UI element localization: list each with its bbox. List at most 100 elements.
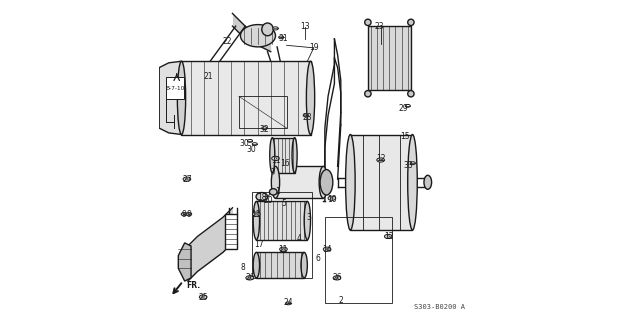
Ellipse shape xyxy=(380,159,382,161)
Text: 24: 24 xyxy=(283,298,293,307)
Text: 29: 29 xyxy=(398,104,408,113)
Ellipse shape xyxy=(304,201,310,240)
Text: S303-B0200 A: S303-B0200 A xyxy=(414,304,465,309)
Text: FR.: FR. xyxy=(186,281,201,290)
Ellipse shape xyxy=(252,143,257,146)
Ellipse shape xyxy=(274,158,276,159)
Text: 26: 26 xyxy=(333,273,343,282)
Ellipse shape xyxy=(324,247,331,251)
Ellipse shape xyxy=(246,276,254,280)
Text: B-7-10: B-7-10 xyxy=(165,86,185,91)
Ellipse shape xyxy=(377,158,385,162)
Bar xyxy=(252,192,312,278)
Text: 13: 13 xyxy=(300,22,310,31)
Text: 25: 25 xyxy=(198,292,208,301)
Text: 3: 3 xyxy=(306,213,311,222)
Ellipse shape xyxy=(199,295,207,299)
Text: 9: 9 xyxy=(187,210,191,219)
Ellipse shape xyxy=(285,302,290,305)
Ellipse shape xyxy=(319,166,327,198)
Ellipse shape xyxy=(387,236,390,237)
Ellipse shape xyxy=(252,212,260,216)
Bar xyxy=(239,96,287,128)
Bar xyxy=(256,252,304,278)
Text: 10: 10 xyxy=(327,195,337,204)
Bar xyxy=(368,26,411,90)
Ellipse shape xyxy=(424,175,432,189)
Text: 14: 14 xyxy=(322,245,333,254)
Ellipse shape xyxy=(253,201,259,240)
Text: 20: 20 xyxy=(263,196,273,205)
Text: 26: 26 xyxy=(245,273,255,282)
Ellipse shape xyxy=(185,179,188,180)
Text: 5: 5 xyxy=(281,199,286,208)
Bar xyxy=(272,138,294,173)
Ellipse shape xyxy=(326,249,329,250)
Text: 23: 23 xyxy=(374,22,384,31)
Polygon shape xyxy=(178,243,191,281)
Bar xyxy=(224,214,237,249)
Ellipse shape xyxy=(253,252,259,278)
Ellipse shape xyxy=(385,234,392,239)
Text: 6: 6 xyxy=(315,254,320,263)
Ellipse shape xyxy=(271,166,280,198)
Bar xyxy=(275,166,324,198)
Ellipse shape xyxy=(346,134,355,230)
Ellipse shape xyxy=(269,138,275,173)
Ellipse shape xyxy=(408,134,417,230)
Text: 32: 32 xyxy=(259,125,269,134)
Ellipse shape xyxy=(405,104,410,107)
Text: 21: 21 xyxy=(204,72,213,81)
Text: 16: 16 xyxy=(280,159,290,168)
Text: 11: 11 xyxy=(252,210,261,219)
Text: 30: 30 xyxy=(247,145,257,154)
Text: 18: 18 xyxy=(257,193,266,202)
Ellipse shape xyxy=(181,212,187,216)
Text: 1: 1 xyxy=(275,188,280,196)
Ellipse shape xyxy=(365,19,371,26)
Ellipse shape xyxy=(303,114,308,117)
Text: 28: 28 xyxy=(303,114,312,123)
Ellipse shape xyxy=(273,27,278,30)
Ellipse shape xyxy=(306,61,315,134)
Text: 30: 30 xyxy=(240,139,249,148)
Ellipse shape xyxy=(282,249,285,250)
Text: 15: 15 xyxy=(401,132,410,140)
Text: 22: 22 xyxy=(222,37,232,46)
Ellipse shape xyxy=(247,140,252,142)
Ellipse shape xyxy=(240,25,275,47)
Ellipse shape xyxy=(186,212,192,216)
Polygon shape xyxy=(159,61,182,134)
Bar xyxy=(166,77,184,100)
Ellipse shape xyxy=(328,196,336,200)
Text: 12: 12 xyxy=(384,232,393,241)
Ellipse shape xyxy=(262,23,273,36)
Bar xyxy=(182,61,310,134)
Ellipse shape xyxy=(301,252,307,278)
Ellipse shape xyxy=(410,162,415,164)
Ellipse shape xyxy=(269,189,277,195)
Ellipse shape xyxy=(280,247,287,251)
Ellipse shape xyxy=(408,19,414,26)
Text: 17: 17 xyxy=(254,240,264,249)
Text: 9: 9 xyxy=(182,210,187,219)
Ellipse shape xyxy=(333,276,341,280)
Bar xyxy=(325,217,392,303)
Ellipse shape xyxy=(292,138,297,173)
Ellipse shape xyxy=(320,170,333,195)
Text: 31: 31 xyxy=(278,34,288,43)
Text: 27: 27 xyxy=(182,175,192,184)
Text: 33: 33 xyxy=(403,161,413,170)
Text: 11: 11 xyxy=(279,245,288,254)
Ellipse shape xyxy=(336,277,338,279)
Ellipse shape xyxy=(183,214,185,215)
Ellipse shape xyxy=(177,61,185,134)
Text: 7: 7 xyxy=(270,168,275,177)
Ellipse shape xyxy=(262,127,267,130)
Ellipse shape xyxy=(278,36,283,39)
Ellipse shape xyxy=(188,214,190,215)
Bar xyxy=(256,201,307,240)
Ellipse shape xyxy=(271,156,279,161)
Text: 11: 11 xyxy=(271,156,280,164)
Bar xyxy=(350,134,413,230)
